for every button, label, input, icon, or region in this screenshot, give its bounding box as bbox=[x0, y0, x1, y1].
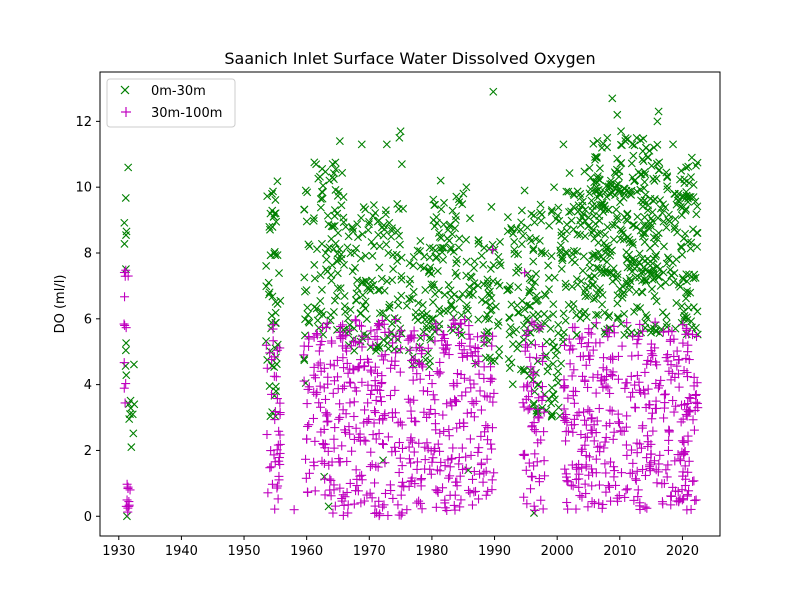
x-tick-label-9: 2020 bbox=[666, 544, 699, 559]
x-tick-label-0: 1930 bbox=[102, 544, 135, 559]
x-tick-label-6: 1990 bbox=[478, 544, 511, 559]
y-tick-label-1: 2 bbox=[84, 444, 92, 459]
legend-label-30m-100m: 30m-100m bbox=[151, 106, 222, 121]
x-tick-label-5: 1980 bbox=[415, 544, 448, 559]
x-tick-label-8: 2010 bbox=[603, 544, 636, 559]
plot-area bbox=[100, 72, 720, 536]
x-tick-label-7: 2000 bbox=[541, 544, 574, 559]
x-tick-label-4: 1970 bbox=[353, 544, 386, 559]
y-tick-label-4: 8 bbox=[84, 246, 92, 261]
y-tick-label-3: 6 bbox=[84, 312, 92, 327]
x-tick-label-1: 1940 bbox=[165, 544, 198, 559]
chart-title: Saanich Inlet Surface Water Dissolved Ox… bbox=[224, 49, 595, 68]
x-tick-label-2: 1950 bbox=[227, 544, 260, 559]
y-tick-label-2: 4 bbox=[84, 378, 92, 393]
x-tick-label-3: 1960 bbox=[290, 544, 323, 559]
y-tick-label-6: 12 bbox=[75, 115, 92, 130]
legend: 0m-30m 30m-100m bbox=[107, 79, 235, 127]
y-tick-label-5: 10 bbox=[75, 181, 92, 196]
y-tick-label-0: 0 bbox=[84, 510, 92, 525]
y-axis-label: DO (ml/l) bbox=[53, 275, 68, 334]
legend-label-0m-30m: 0m-30m bbox=[151, 84, 206, 99]
